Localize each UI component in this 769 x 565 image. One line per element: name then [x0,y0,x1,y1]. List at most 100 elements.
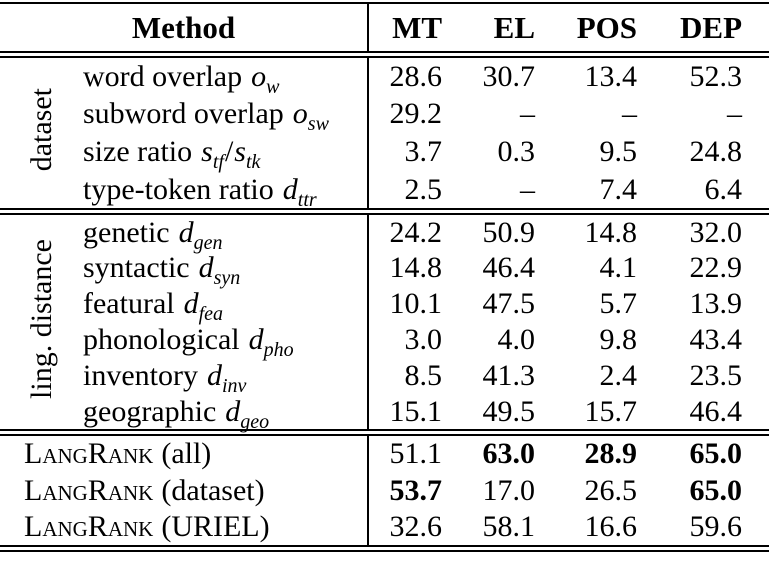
footer-rule [0,429,769,436]
task-header-el: EL [493,10,535,45]
math-symbol: s [201,135,213,168]
math-symbol: d [178,215,194,249]
feature-label: geographic dgeo [83,394,270,433]
value-cell-dep: 6.4 [704,172,743,206]
value-cell-mt: 51.1 [367,435,442,472]
table-row-langrank-uriel: LangRank (URIEL) 32.6 58.1 16.6 59.6 [0,509,769,546]
math-subscript: w [266,75,280,98]
value-cell-dep: 59.6 [689,510,743,543]
math-subscript: sw [307,113,329,135]
value-cell-el: 58.1 [482,510,536,543]
value-cell-dep: 65.0 [689,473,743,507]
value-cell-mt: 3.0 [367,322,442,358]
value-cell-pos: 26.5 [584,473,638,507]
value-cell-el: 47.5 [482,287,536,320]
table-row-geographic: geographic dgeo 15.1 49.5 15.7 46.4 [0,394,769,433]
feature-label: size ratio stf/stk [83,135,261,173]
value-cell-mt: 3.7 [367,133,442,171]
header-row: Method MT EL POS DEP [0,4,769,52]
math-symbol: d [206,359,222,392]
value-cell-pos: 9.5 [599,135,638,168]
table-row-genetic: ling. distance genetic dgen 24.2 50.9 14.… [0,214,769,399]
value-cell-el: 17.0 [482,473,536,507]
langrank-name: LangRank [24,437,154,470]
rotated-label: dataset [24,88,58,172]
value-cell-dep: 22.9 [689,251,743,284]
table-row-inventory: inventory dinv 8.5 41.3 2.4 23.5 [0,358,769,397]
table-row-langrank-all: LangRank (all) 51.1 63.0 28.9 65.0 [0,435,769,472]
feature-label: subword overlap osw [83,97,329,135]
math-symbol: d [248,323,264,356]
value-cell-mt: 28.6 [367,57,442,95]
langrank-name: LangRank [24,510,154,543]
value-cell-dep: 32.0 [689,215,743,249]
value-cell-pos: 5.7 [599,287,638,320]
value-cell-dep: 52.3 [689,59,743,93]
table-row-phonological: phonological dpho 3.0 4.0 9.8 43.4 [0,322,769,361]
value-cell-el: 41.3 [482,359,536,392]
header-rule [0,51,769,58]
math-subscript: geo [240,410,270,433]
task-header-mt: MT [367,4,442,52]
math-subscript: tk [245,151,261,173]
table-row-subword-overlap: subword overlap osw 29.2 – – – [0,95,769,135]
value-cell-el: – [520,97,535,130]
value-cell-dep: 65.0 [689,437,743,470]
math-subscript: gen [193,231,223,254]
math-symbol: d [225,394,241,428]
value-cell-pos: 15.7 [584,394,638,428]
section-rule [0,208,769,215]
feature-label: syntactic dsyn [83,251,241,289]
method-header: Method [131,10,236,45]
math-subscript: inv [221,375,247,397]
langrank-uriel-label: LangRank (URIEL) [0,509,368,546]
value-cell-pos: – [622,97,637,130]
value-cell-dep: – [727,97,742,130]
math-symbol: s [234,135,246,168]
langrank-dataset-label: LangRank (dataset) [0,472,368,509]
math-symbol: d [198,251,214,284]
value-cell-mt: 2.5 [367,171,442,209]
feature-label: genetic dgen [83,215,223,254]
math-symbol: d [282,172,298,206]
langrank-all-label: LangRank (all) [0,435,368,472]
value-cell-el: 63.0 [482,437,536,470]
feature-label: phonological dpho [83,323,294,361]
value-cell-pos: 7.4 [599,172,638,206]
value-cell-dep: 46.4 [689,394,743,428]
feature-importance-table: Method MT EL POS DEP dataset word overla… [0,2,769,552]
value-cell-el: – [520,172,535,206]
value-cell-pos: 28.9 [584,437,638,470]
value-cell-pos: 14.8 [584,215,638,249]
value-cell-dep: 43.4 [689,323,743,356]
langrank-suffix: (all) [161,437,212,470]
value-cell-mt: 53.7 [367,472,442,509]
value-cell-pos: 4.1 [599,251,638,284]
bottom-rule [0,545,769,552]
value-cell-pos: 13.4 [584,59,638,93]
value-cell-mt: 10.1 [367,286,442,322]
value-cell-el: 4.0 [497,323,536,356]
table-row-size-ratio: size ratio stf/stk 3.7 0.3 9.5 24.8 [0,133,769,173]
value-cell-dep: 23.5 [689,359,743,392]
math-symbol: o [292,97,308,130]
math-subscript: pho [263,339,294,361]
langrank-suffix: (URIEL) [161,510,270,543]
group-label-ling-distance: ling. distance [0,214,83,430]
value-cell-mt: 24.2 [367,214,442,250]
langrank-name: LangRank [24,473,154,507]
value-cell-mt: 15.1 [367,394,442,430]
value-cell-el: 0.3 [497,135,536,168]
table-row-langrank-dataset: LangRank (dataset) 53.7 17.0 26.5 65.0 [0,472,769,509]
value-cell-pos: 9.8 [599,323,638,356]
value-cell-el: 30.7 [482,59,536,93]
langrank-suffix: (dataset) [161,473,265,507]
math-subscript: fea [198,303,224,325]
task-header-pos: POS [576,10,637,45]
group-label-dataset: dataset [0,57,83,209]
table-row-featural: featural dfea 10.1 47.5 5.7 13.9 [0,286,769,325]
table-row-syntactic: syntactic dsyn 14.8 46.4 4.1 22.9 [0,250,769,289]
table-row-word-overlap: dataset word overlap ow 28.6 30.7 13.4 52… [0,57,769,172]
math-symbol: d [183,287,199,320]
